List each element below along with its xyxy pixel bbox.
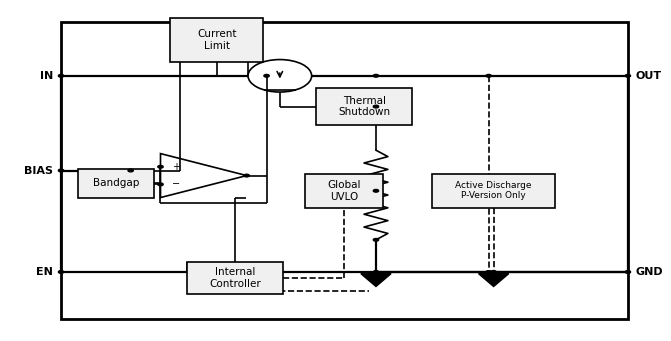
Circle shape xyxy=(625,271,631,273)
FancyBboxPatch shape xyxy=(78,169,154,197)
FancyBboxPatch shape xyxy=(316,88,413,125)
Circle shape xyxy=(373,105,378,108)
FancyBboxPatch shape xyxy=(305,174,383,208)
Circle shape xyxy=(373,238,378,241)
Polygon shape xyxy=(361,274,391,286)
Text: OUT: OUT xyxy=(636,71,662,81)
Text: Bandgap: Bandgap xyxy=(93,178,139,188)
Circle shape xyxy=(128,169,134,172)
Circle shape xyxy=(244,174,250,177)
FancyBboxPatch shape xyxy=(61,22,628,319)
Text: Current
Limit: Current Limit xyxy=(197,29,237,51)
Circle shape xyxy=(58,271,64,273)
Text: +: + xyxy=(172,162,180,172)
Text: −: − xyxy=(172,179,180,189)
Text: GND: GND xyxy=(636,267,664,277)
FancyBboxPatch shape xyxy=(170,18,263,62)
Text: BIAS: BIAS xyxy=(24,165,53,176)
Circle shape xyxy=(158,183,163,186)
Text: EN: EN xyxy=(36,267,53,277)
Text: IN: IN xyxy=(40,71,53,81)
Polygon shape xyxy=(478,274,509,286)
Text: Active Discharge
P-Version Only: Active Discharge P-Version Only xyxy=(456,181,532,201)
Text: Thermal
Shutdown: Thermal Shutdown xyxy=(338,96,391,117)
Text: Global
UVLO: Global UVLO xyxy=(327,180,361,202)
Circle shape xyxy=(491,271,497,273)
Text: Internal
Controller: Internal Controller xyxy=(209,267,261,289)
Circle shape xyxy=(264,74,269,77)
Circle shape xyxy=(486,74,491,77)
Circle shape xyxy=(158,165,163,168)
FancyBboxPatch shape xyxy=(432,174,555,208)
Circle shape xyxy=(625,74,631,77)
Circle shape xyxy=(373,74,378,77)
Circle shape xyxy=(58,74,64,77)
Circle shape xyxy=(373,271,378,273)
Circle shape xyxy=(58,169,64,172)
Circle shape xyxy=(486,271,491,273)
FancyBboxPatch shape xyxy=(187,262,283,294)
Circle shape xyxy=(373,190,378,192)
